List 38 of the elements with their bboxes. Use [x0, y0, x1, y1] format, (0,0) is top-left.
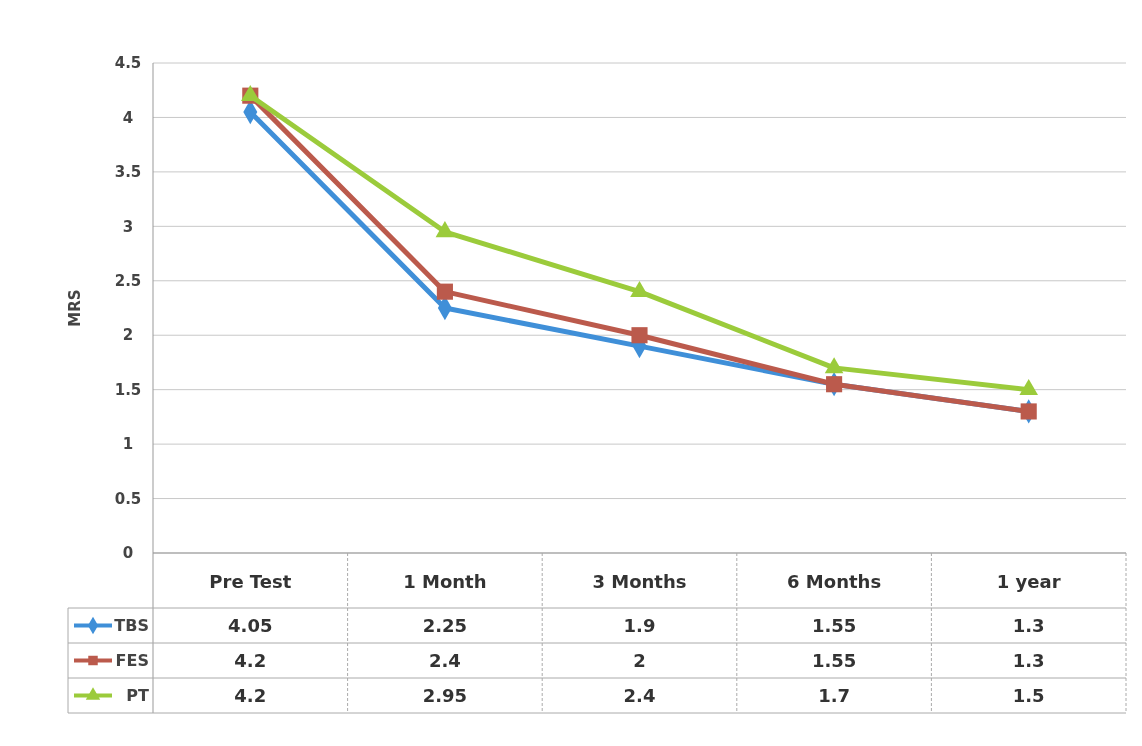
x-tick-label: Pre Test	[209, 571, 292, 592]
data-label: 4.2	[234, 684, 267, 706]
y-tick-label: 4	[122, 108, 134, 127]
y-tick-label: 2	[122, 326, 134, 345]
point	[631, 327, 648, 344]
data-label: 1.55	[811, 649, 857, 671]
data-label: 1.55	[811, 614, 857, 636]
y-axis-title: MRS	[66, 289, 84, 327]
data-label: 2.4	[428, 649, 461, 671]
data-label: 1.7	[818, 684, 851, 706]
data-label: 1.5	[1012, 684, 1045, 706]
point	[436, 283, 453, 300]
legend-label: PT	[126, 686, 150, 706]
data-label: 2.25	[422, 614, 468, 636]
legend-label: TBS	[114, 616, 149, 636]
y-tick-label: 0	[122, 544, 134, 563]
y-tick-label: 4.5	[114, 54, 142, 73]
legend-label: FES	[115, 651, 149, 671]
x-tick-label: 1 year	[996, 571, 1061, 592]
y-tick-label: 1	[122, 435, 134, 454]
data-label: 4.05	[228, 614, 273, 636]
y-tick-label: 1.5	[114, 380, 142, 399]
data-label: 1.3	[1012, 649, 1045, 671]
point	[1020, 403, 1037, 420]
data-label: 2	[633, 649, 646, 671]
data-label: 1.3	[1012, 614, 1045, 636]
data-label: 4.2	[234, 649, 267, 671]
y-tick-label: 2.5	[114, 272, 142, 291]
x-tick-label: 6 Months	[787, 571, 882, 592]
data-label: 1.9	[623, 614, 656, 636]
x-tick-label: 3 Months	[592, 571, 687, 592]
data-label: 2.95	[422, 684, 468, 706]
point	[826, 376, 843, 393]
x-tick-label: 1 Month	[403, 571, 487, 592]
y-tick-label: 0.5	[114, 489, 142, 508]
y-tick-label: 3.5	[114, 163, 142, 182]
y-tick-label: 3	[122, 217, 134, 236]
data-label: 2.4	[623, 684, 656, 706]
